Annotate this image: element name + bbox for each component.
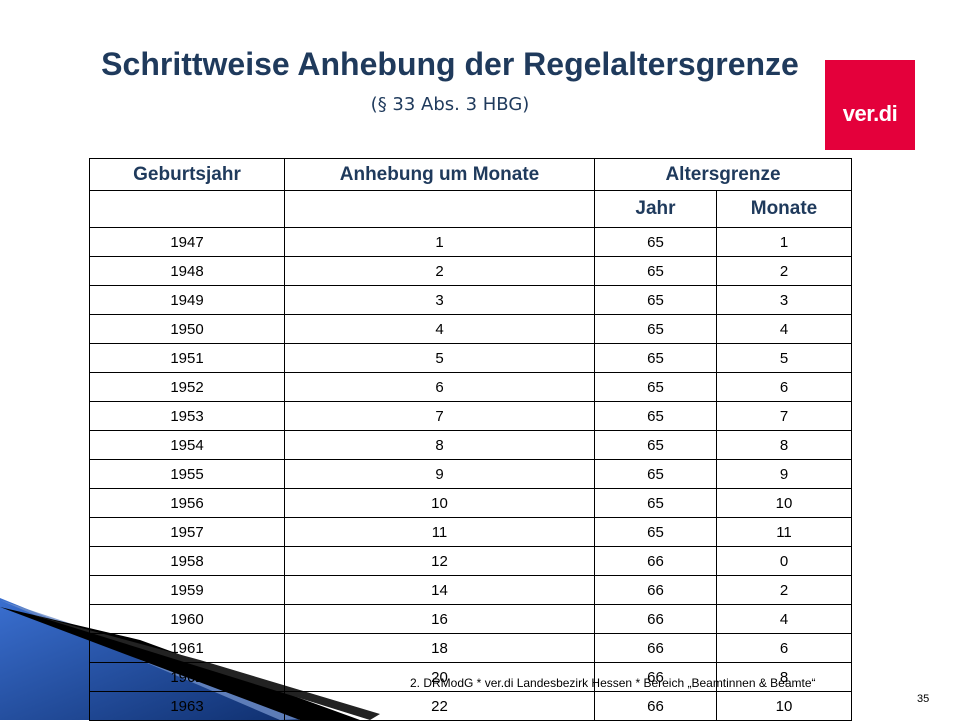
cell-months: 8 bbox=[716, 430, 852, 460]
cell-birth-year: 1953 bbox=[89, 401, 285, 431]
table-row: 1947 1 65 1 bbox=[89, 227, 852, 257]
table-row: 1950 4 65 4 bbox=[89, 314, 852, 344]
cell-birth-year: 1960 bbox=[89, 604, 285, 634]
table-row: 1952 6 65 6 bbox=[89, 372, 852, 402]
page-subtitle: (§ 33 Abs. 3 HBG) bbox=[370, 94, 530, 115]
header-months: Monate bbox=[716, 190, 852, 228]
table-row: 1953 7 65 7 bbox=[89, 401, 852, 431]
header-birth-year: Geburtsjahr bbox=[89, 158, 285, 191]
cell-year: 65 bbox=[594, 343, 717, 373]
cell-increase-months: 3 bbox=[284, 285, 595, 315]
cell-year: 66 bbox=[594, 691, 717, 721]
table-row: 1955 9 65 9 bbox=[89, 459, 852, 489]
cell-birth-year: 1950 bbox=[89, 314, 285, 344]
page-title: Schrittweise Anhebung der Regelaltersgre… bbox=[101, 46, 799, 82]
table-row: 1959 14 66 2 bbox=[89, 575, 852, 605]
cell-birth-year: 1961 bbox=[89, 633, 285, 663]
cell-increase-months: 22 bbox=[284, 691, 595, 721]
cell-year: 66 bbox=[594, 633, 717, 663]
cell-months: 2 bbox=[716, 575, 852, 605]
cell-birth-year: 1952 bbox=[89, 372, 285, 402]
page-number: 35 bbox=[917, 693, 930, 705]
retirement-age-table: Geburtsjahr Anhebung um Monate Altersgre… bbox=[89, 158, 852, 721]
cell-months: 5 bbox=[716, 343, 852, 373]
cell-year: 65 bbox=[594, 227, 717, 257]
header-empty-2 bbox=[284, 190, 595, 228]
cell-months: 9 bbox=[716, 459, 852, 489]
cell-increase-months: 18 bbox=[284, 633, 595, 663]
cell-increase-months: 1 bbox=[284, 227, 595, 257]
cell-months: 4 bbox=[716, 314, 852, 344]
cell-year: 66 bbox=[594, 546, 717, 576]
cell-increase-months: 7 bbox=[284, 401, 595, 431]
cell-increase-months: 12 bbox=[284, 546, 595, 576]
table-row: 1963 22 66 10 bbox=[89, 691, 852, 721]
table-row: 1957 11 65 11 bbox=[89, 517, 852, 547]
table-row: 1956 10 65 10 bbox=[89, 488, 852, 518]
cell-months: 11 bbox=[716, 517, 852, 547]
verdi-logo: ver.di bbox=[825, 60, 915, 150]
cell-increase-months: 5 bbox=[284, 343, 595, 373]
cell-increase-months: 16 bbox=[284, 604, 595, 634]
cell-year: 66 bbox=[594, 575, 717, 605]
table-row: 1958 12 66 0 bbox=[89, 546, 852, 576]
header-empty-1 bbox=[89, 190, 285, 228]
cell-increase-months: 10 bbox=[284, 488, 595, 518]
cell-year: 66 bbox=[594, 662, 717, 692]
cell-year: 65 bbox=[594, 256, 717, 286]
table-row: 1961 18 66 6 bbox=[89, 633, 852, 663]
cell-year: 66 bbox=[594, 604, 717, 634]
cell-year: 65 bbox=[594, 372, 717, 402]
cell-increase-months: 9 bbox=[284, 459, 595, 489]
cell-year: 65 bbox=[594, 517, 717, 547]
header-year: Jahr bbox=[594, 190, 717, 228]
cell-year: 65 bbox=[594, 430, 717, 460]
cell-birth-year: 1958 bbox=[89, 546, 285, 576]
cell-birth-year: 1948 bbox=[89, 256, 285, 286]
header-increase-months: Anhebung um Monate bbox=[284, 158, 595, 191]
cell-months: 3 bbox=[716, 285, 852, 315]
table-row: 1948 2 65 2 bbox=[89, 256, 852, 286]
cell-increase-months: 14 bbox=[284, 575, 595, 605]
cell-year: 65 bbox=[594, 459, 717, 489]
footer-text: 2. DRModG * ver.di Landesbezirk Hessen *… bbox=[410, 676, 816, 690]
cell-birth-year: 1959 bbox=[89, 575, 285, 605]
cell-birth-year: 1955 bbox=[89, 459, 285, 489]
cell-birth-year: 1954 bbox=[89, 430, 285, 460]
cell-birth-year: 1962 bbox=[89, 662, 285, 692]
cell-increase-months: 2 bbox=[284, 256, 595, 286]
cell-months: 6 bbox=[716, 633, 852, 663]
cell-birth-year: 1951 bbox=[89, 343, 285, 373]
cell-months: 1 bbox=[716, 227, 852, 257]
header-age-limit: Altersgrenze bbox=[594, 158, 852, 191]
cell-increase-months: 4 bbox=[284, 314, 595, 344]
cell-increase-months: 11 bbox=[284, 517, 595, 547]
cell-birth-year: 1957 bbox=[89, 517, 285, 547]
cell-birth-year: 1949 bbox=[89, 285, 285, 315]
cell-increase-months: 8 bbox=[284, 430, 595, 460]
cell-months: 6 bbox=[716, 372, 852, 402]
table-row: 1949 3 65 3 bbox=[89, 285, 852, 315]
cell-months: 7 bbox=[716, 401, 852, 431]
cell-year: 65 bbox=[594, 314, 717, 344]
cell-months: 0 bbox=[716, 546, 852, 576]
cell-year: 65 bbox=[594, 488, 717, 518]
cell-increase-months: 6 bbox=[284, 372, 595, 402]
cell-birth-year: 1947 bbox=[89, 227, 285, 257]
cell-months: 10 bbox=[716, 488, 852, 518]
cell-months: 10 bbox=[716, 691, 852, 721]
cell-months: 2 bbox=[716, 256, 852, 286]
cell-year: 65 bbox=[594, 285, 717, 315]
logo-text: ver.di bbox=[842, 101, 898, 126]
table-row: 1951 5 65 5 bbox=[89, 343, 852, 373]
table-row: 1960 16 66 4 bbox=[89, 604, 852, 634]
cell-months: 4 bbox=[716, 604, 852, 634]
cell-birth-year: 1963 bbox=[89, 691, 285, 721]
cell-birth-year: 1956 bbox=[89, 488, 285, 518]
cell-year: 65 bbox=[594, 401, 717, 431]
table-row: 1954 8 65 8 bbox=[89, 430, 852, 460]
